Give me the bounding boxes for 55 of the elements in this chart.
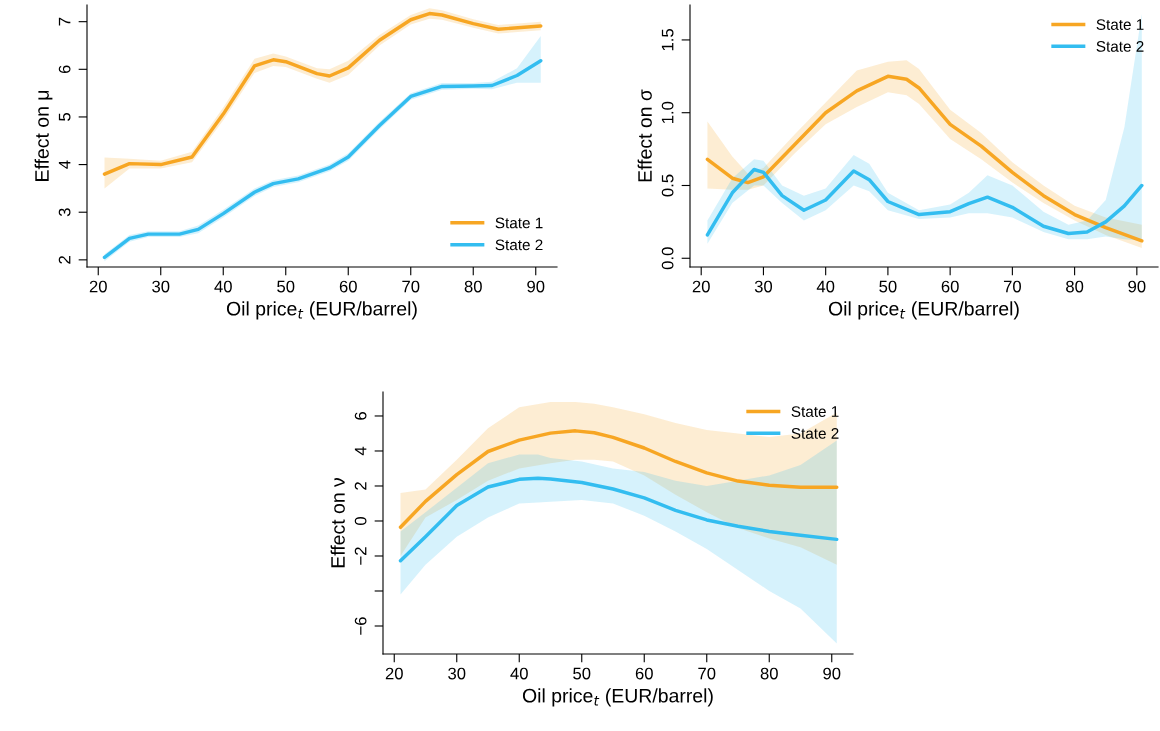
x-tick-label: 60 xyxy=(941,280,959,293)
x-tick-label: 30 xyxy=(152,280,170,293)
y-axis-title: Effect on σ xyxy=(637,89,652,182)
x-tick-label: 70 xyxy=(698,667,716,680)
legend-label: State 2 xyxy=(1096,41,1144,52)
y-tick-label: 2 xyxy=(354,482,367,490)
x-tick-label: 30 xyxy=(448,667,466,680)
y-tick-label: 5 xyxy=(58,113,71,121)
y-tick-label: 7 xyxy=(58,17,71,26)
y-tick-label: 1.0 xyxy=(661,101,674,124)
x-tick-label: 30 xyxy=(754,280,773,293)
x-tick-label: 80 xyxy=(1066,280,1084,293)
legend-label: State 2 xyxy=(791,428,839,439)
y-tick-label: −6 xyxy=(354,617,367,635)
legend-label: State 2 xyxy=(495,239,543,251)
y-tick-label: −2 xyxy=(354,547,367,565)
x-tick-label: 40 xyxy=(214,280,232,293)
y-tick-label: 0.5 xyxy=(661,174,674,197)
y-tick-label: 6 xyxy=(58,65,71,74)
line-series xyxy=(398,476,839,563)
legend-label: State 1 xyxy=(1096,19,1144,30)
x-tick-label: 80 xyxy=(464,280,482,293)
x-axis-title: Oil price$_{t}$ (EUR/barrel) xyxy=(828,301,1019,320)
y-tick-label: 2 xyxy=(58,256,71,264)
x-axis-title: Oil price$_{t}$ (EUR/barrel) xyxy=(226,301,417,320)
y-tick-label: 1.5 xyxy=(661,29,674,51)
x-tick-label: 90 xyxy=(527,280,545,293)
x-tick-label: 50 xyxy=(879,280,897,293)
x-tick-label: 90 xyxy=(1128,280,1146,293)
x-tick-label: 70 xyxy=(1003,280,1021,293)
y-axis-title: Effect on ν xyxy=(330,477,345,568)
x-tick-label: 60 xyxy=(635,667,653,680)
x-tick-label: 20 xyxy=(692,280,710,293)
x-tick-label: 80 xyxy=(760,667,778,680)
x-tick-label: 40 xyxy=(510,667,528,680)
x-tick-label: 50 xyxy=(277,280,295,293)
y-tick-label: 4 xyxy=(58,160,71,169)
x-tick-label: 20 xyxy=(89,280,107,293)
x-tick-label: 90 xyxy=(823,667,841,680)
legend-label: State 1 xyxy=(791,406,839,417)
y-tick-label: 6 xyxy=(354,412,367,420)
legend-label: State 1 xyxy=(495,217,543,229)
x-tick-label: 70 xyxy=(402,280,420,293)
x-tick-label: 40 xyxy=(816,280,835,293)
x-tick-label: 50 xyxy=(573,667,591,680)
x-tick-label: 60 xyxy=(339,280,357,293)
y-tick-label: 0.0 xyxy=(661,247,674,270)
y-tick-label: 3 xyxy=(58,208,71,217)
line-series xyxy=(398,429,839,530)
y-tick-label: 0 xyxy=(354,517,367,525)
y-axis-title: Effect on μ xyxy=(34,90,53,181)
x-axis-title: Oil price$_{t}$ (EUR/barrel) xyxy=(522,688,713,707)
x-tick-label: 20 xyxy=(385,667,403,680)
y-tick-label: 4 xyxy=(354,446,367,456)
line-series xyxy=(705,167,1144,237)
